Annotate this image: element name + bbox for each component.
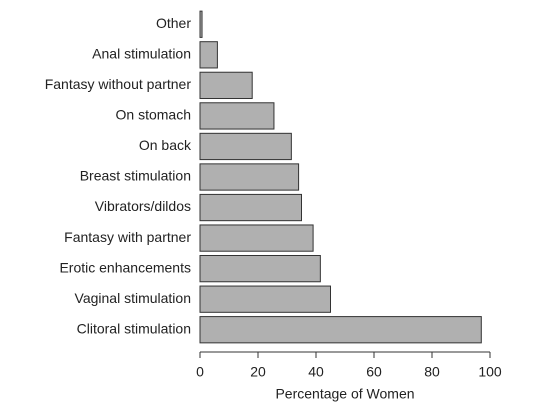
- x-axis-label: Percentage of Women: [275, 386, 414, 402]
- y-tick-label: Vibrators/dildos: [95, 198, 191, 214]
- bar: [199, 316, 482, 344]
- y-tick-label: Fantasy without partner: [45, 76, 192, 92]
- bar: [199, 224, 314, 252]
- y-tick-label: Other: [156, 15, 191, 31]
- bar: [199, 193, 302, 222]
- y-tick-label: Vaginal stimulation: [75, 290, 191, 306]
- x-tick-label: 60: [366, 364, 382, 380]
- y-tick-label: Breast stimulation: [80, 168, 191, 184]
- y-tick-label: Fantasy with partner: [64, 229, 191, 245]
- bar: [199, 102, 275, 130]
- x-tick-label: 80: [424, 364, 440, 380]
- bar: [199, 71, 253, 99]
- bar: [199, 285, 331, 313]
- bar: [199, 132, 292, 161]
- y-tick-label: On back: [139, 137, 192, 153]
- x-tick-label: 100: [478, 364, 502, 380]
- bar: [199, 10, 203, 38]
- y-tick-label: Anal stimulation: [92, 46, 191, 62]
- y-tick-label: Erotic enhancements: [59, 259, 191, 275]
- x-tick-label: 40: [308, 364, 324, 380]
- x-tick-label: 0: [196, 364, 204, 380]
- bar: [199, 163, 300, 191]
- y-tick-label: Clitoral stimulation: [77, 320, 191, 336]
- y-tick-label: On stomach: [116, 107, 191, 123]
- x-tick-label: 20: [250, 364, 266, 380]
- bar: [199, 255, 321, 283]
- bar: [199, 41, 218, 69]
